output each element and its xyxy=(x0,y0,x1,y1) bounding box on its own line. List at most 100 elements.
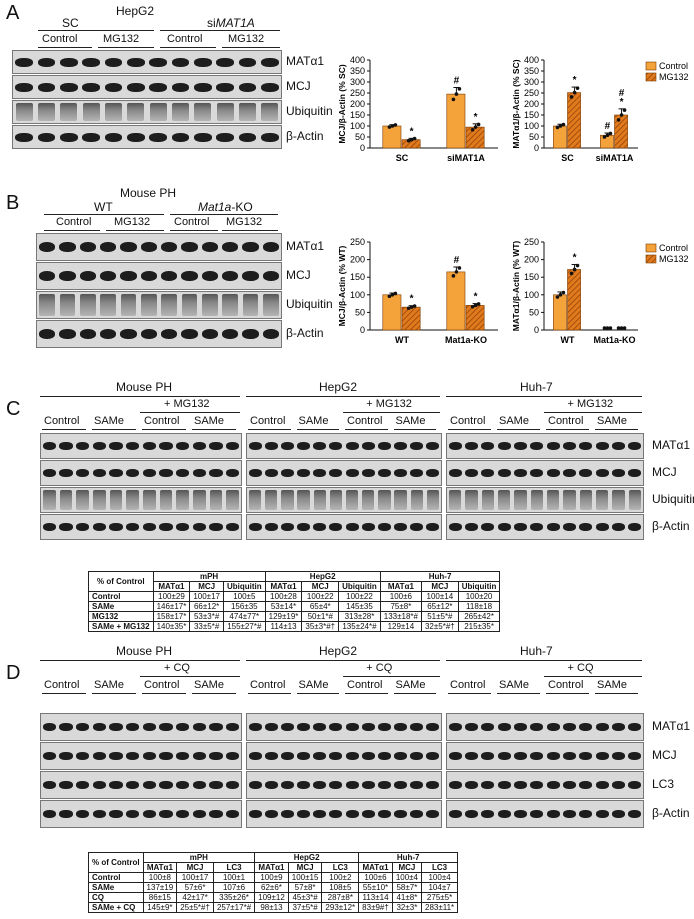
protein-band xyxy=(149,132,168,142)
y-tick-label: 350 xyxy=(350,66,365,76)
y-tick-label: 250 xyxy=(350,88,365,98)
treatment-header: + CQ xyxy=(567,662,594,674)
cell-line-label: Huh-7 xyxy=(520,644,553,658)
blot-strip xyxy=(446,742,644,770)
protein-band xyxy=(595,442,609,450)
cell-line-label: Mouse PH xyxy=(116,380,173,394)
protein-band xyxy=(262,329,279,339)
treatment-label: Control xyxy=(347,679,383,691)
data-point xyxy=(572,267,577,272)
protein-band xyxy=(140,271,157,281)
blot-strip xyxy=(36,320,282,348)
data-point xyxy=(575,86,580,90)
cell-line-label: Huh-7 xyxy=(520,380,553,394)
table-cell: 53±3*# xyxy=(189,611,224,622)
protein-band xyxy=(546,723,560,731)
table-row-label: Control xyxy=(88,872,144,883)
marker-label: β-Actin xyxy=(652,519,690,533)
protein-band xyxy=(109,781,123,789)
protein-band xyxy=(497,810,511,818)
treatment-label: Control xyxy=(450,415,486,427)
protein-band xyxy=(109,810,123,818)
protein-band xyxy=(59,442,73,450)
protein-band xyxy=(260,82,279,92)
protein-band xyxy=(126,752,140,760)
protein-band xyxy=(222,271,239,281)
data-point xyxy=(605,133,610,138)
protein-band xyxy=(280,810,294,818)
protein-band xyxy=(513,723,528,731)
cell-line-label: HepG2 xyxy=(116,4,155,18)
lane-underline xyxy=(497,429,540,430)
protein-band xyxy=(176,523,190,531)
table-cell: 265±42* xyxy=(457,611,501,622)
table-group-header: Huh-7 xyxy=(379,571,501,582)
protein-band xyxy=(464,469,479,477)
data-point xyxy=(387,294,392,299)
legend-swatch xyxy=(645,254,657,264)
protein-band xyxy=(497,523,511,531)
marker-label: MCJ xyxy=(286,268,311,282)
protein-band xyxy=(329,752,343,760)
y-tick-label: 250 xyxy=(524,237,539,247)
table-cell: 109±12 xyxy=(254,892,289,903)
protein-band xyxy=(530,523,544,531)
protein-band xyxy=(361,523,375,531)
bar xyxy=(614,114,628,149)
blot-strip xyxy=(246,460,442,486)
protein-band xyxy=(126,82,145,92)
protein-band xyxy=(181,294,198,316)
protein-band xyxy=(595,810,609,818)
protein-band xyxy=(159,490,173,510)
legend-swatch xyxy=(645,72,657,82)
table-cell: 135±24*# xyxy=(338,621,381,632)
table-cell: 133±18*# xyxy=(379,611,422,622)
treatment-label: Control xyxy=(44,679,80,691)
y-tick-label: 300 xyxy=(524,77,539,87)
protein-band xyxy=(377,442,391,450)
protein-band xyxy=(579,523,593,531)
treatment-header: + MG132 xyxy=(366,398,412,410)
protein-band xyxy=(120,294,137,316)
table-cell: 100±6 xyxy=(379,591,422,602)
treatment-label: Control xyxy=(250,415,286,427)
bar xyxy=(382,125,402,149)
protein-band xyxy=(109,723,123,731)
table-cell: 145±35 xyxy=(338,601,381,612)
marker-label: β-Actin xyxy=(286,129,324,143)
table-cell: 100±29 xyxy=(152,591,191,602)
x-tick-label: Mat1a-KO xyxy=(593,335,635,345)
treatment-label: Control xyxy=(347,415,383,427)
blot-strip xyxy=(446,771,644,799)
data-point xyxy=(558,124,563,128)
table-cell: 287±8* xyxy=(321,892,360,903)
table-corner: % of Control xyxy=(88,852,144,873)
bar xyxy=(567,92,581,149)
y-tick-label: 200 xyxy=(350,99,365,109)
significance-mark: # xyxy=(605,121,611,132)
data-point xyxy=(619,326,624,330)
protein-band xyxy=(120,242,137,252)
treatment-label: Control xyxy=(174,216,210,228)
protein-band xyxy=(248,752,262,760)
panel-letter-c: C xyxy=(6,398,21,420)
table-cell: 37±5*# xyxy=(287,902,323,913)
y-tick-label: 250 xyxy=(524,88,539,98)
blot-strip xyxy=(12,75,282,99)
protein-band xyxy=(265,490,278,510)
protein-band xyxy=(100,242,117,252)
protein-band xyxy=(263,294,279,316)
data-point xyxy=(390,293,395,297)
protein-band xyxy=(497,490,511,510)
legend-swatch xyxy=(645,61,657,71)
protein-band xyxy=(377,810,391,818)
protein-band xyxy=(579,469,593,477)
protein-band xyxy=(242,271,259,281)
marker-label: β-Actin xyxy=(286,326,324,340)
group-label-simat1a: siMAT1A xyxy=(207,16,255,30)
cell-line-label: HepG2 xyxy=(319,644,358,658)
marker-label: LC3 xyxy=(652,777,675,791)
protein-band xyxy=(464,781,479,789)
table-cell: 275±5* xyxy=(420,892,459,903)
